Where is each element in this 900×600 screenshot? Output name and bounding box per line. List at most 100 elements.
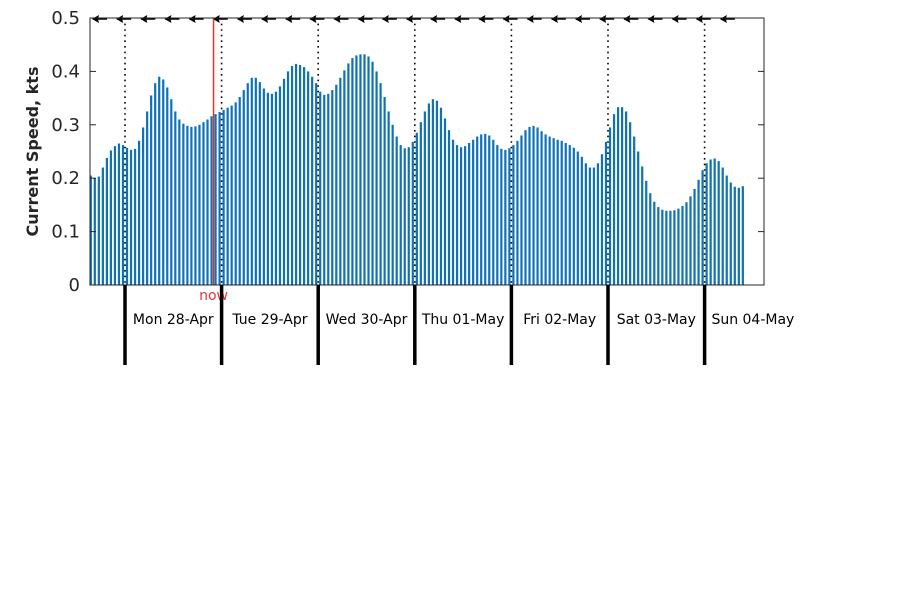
bar [488,135,491,285]
bar [419,122,422,285]
bar [266,92,269,285]
bar [294,63,298,286]
bar [560,140,563,285]
direction-arrow [333,15,349,23]
arrow-head [550,15,558,23]
direction-arrow [261,15,277,23]
bar [717,161,720,285]
bar [472,139,475,285]
y-tick-label: 0.4 [51,61,80,82]
bar [431,99,435,285]
bar [693,188,696,285]
bar [625,111,628,285]
bar [129,149,133,285]
bar [323,94,326,286]
bar [484,133,487,285]
bar [395,136,398,285]
bar-series [89,54,744,286]
arrow-head [357,15,365,23]
bar [210,116,213,285]
bar [427,103,430,285]
bar [298,64,302,285]
arrow-head [526,15,534,23]
bar [399,145,402,285]
bar [407,147,410,285]
direction-arrow [212,15,228,23]
bar [351,58,354,285]
bar [282,78,286,285]
arrow-head [212,15,220,23]
bar [536,127,539,285]
arrow-head [164,15,172,23]
bar [278,86,282,286]
direction-arrow [140,15,156,23]
arrow-head [188,15,196,23]
direction-arrow [502,15,518,23]
direction-arrow [526,15,542,23]
arrow-head [261,15,269,23]
bar [423,111,426,285]
direction-arrow [695,15,711,23]
bar [222,109,225,286]
bar [311,76,314,286]
arrow-head [333,15,341,23]
arrow-head [599,15,607,23]
arrow-head [623,15,631,23]
y-axis-label: Current Speed, kts [23,67,42,237]
bar [133,148,137,285]
day-label: Fri 02-May [523,312,596,328]
bar [178,119,181,286]
bar [290,66,294,285]
bar [435,100,439,286]
bar [190,126,193,285]
bar [218,111,221,285]
arrow-head [671,15,679,23]
bar [705,163,708,285]
bar [254,77,257,285]
direction-arrow [430,15,446,23]
direction-arrow [285,15,301,23]
bar [214,114,217,286]
bar [339,77,342,285]
bar [476,136,479,285]
bar [697,179,700,285]
bar [616,107,620,285]
now-label: now [199,288,228,304]
bar [319,91,322,285]
day-label: Wed 30-Apr [326,312,408,328]
bar [343,70,346,285]
bar [387,111,390,285]
bar [548,136,551,285]
bar [258,82,261,285]
bar [202,122,205,285]
direction-arrows [92,15,735,23]
bar [198,124,201,285]
bar [97,176,100,285]
bar [508,148,511,285]
bar [661,209,664,285]
bar [286,71,290,286]
bar [379,83,382,285]
bar [512,145,515,285]
bar [383,97,386,285]
bar [162,79,165,285]
bar [677,208,680,285]
bar [307,71,310,286]
direction-arrow [647,15,663,23]
bar [270,93,274,285]
arrow-head [92,15,99,23]
bar [142,127,145,285]
bar [105,157,108,285]
bar [154,83,157,285]
bar [649,193,652,285]
bar [166,87,169,285]
arrow-head [140,15,148,23]
bar [576,151,579,285]
bar [524,130,527,285]
bar [733,186,736,285]
bar [701,170,704,285]
bar [637,151,640,285]
bar [234,102,237,285]
bar [415,132,418,285]
arrow-head [454,15,462,23]
